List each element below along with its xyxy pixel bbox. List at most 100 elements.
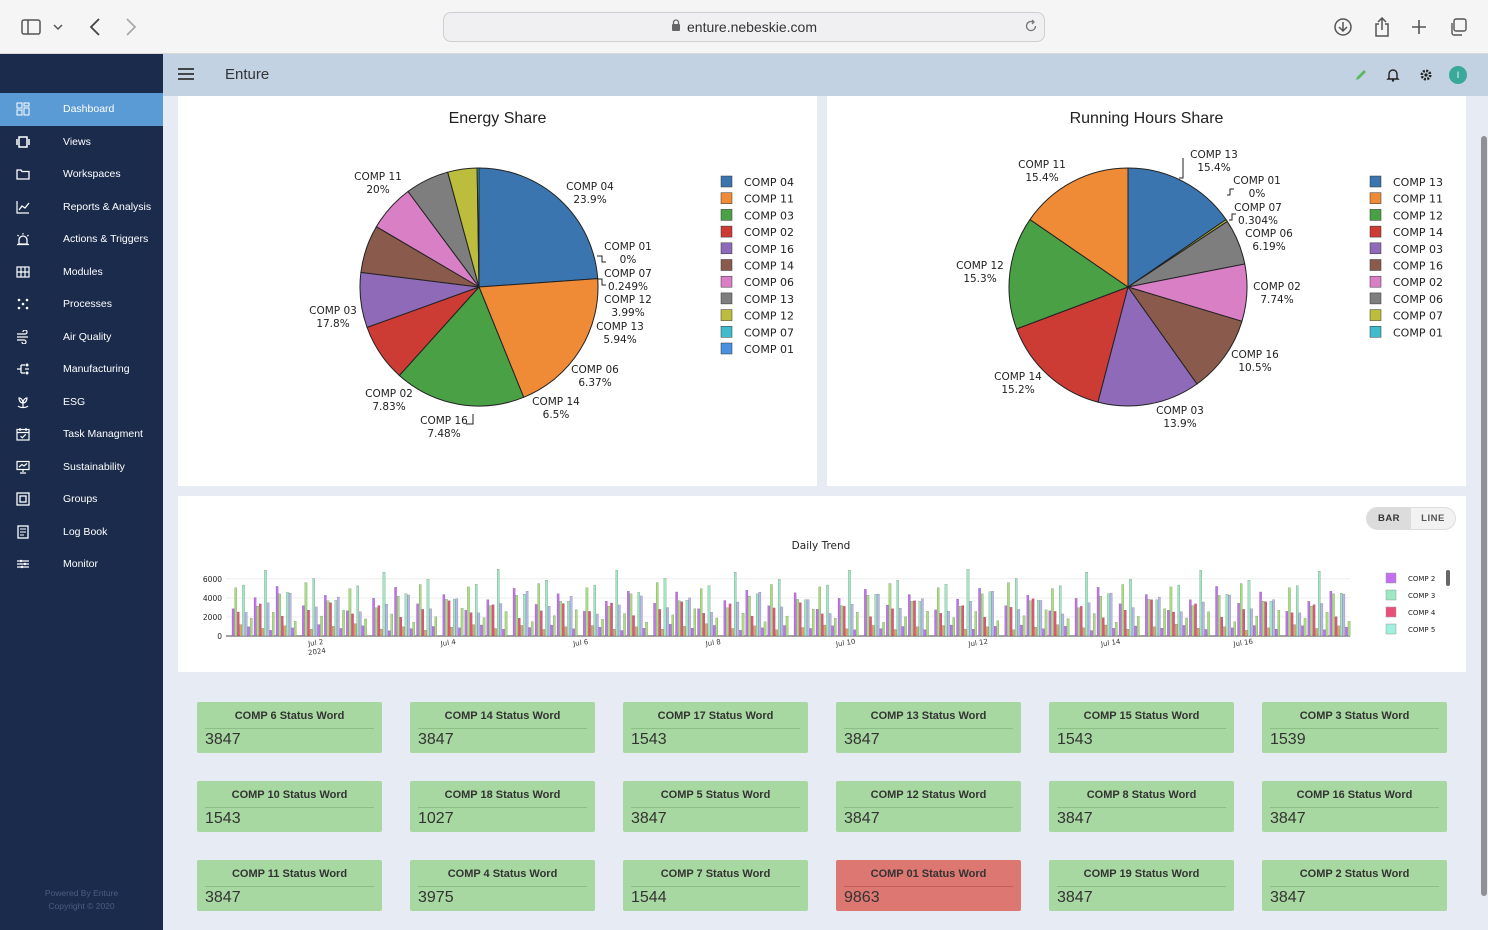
trend-bar[interactable] bbox=[472, 624, 475, 637]
trend-bar[interactable] bbox=[923, 629, 927, 637]
trend-bar[interactable] bbox=[1126, 629, 1130, 637]
trend-bar[interactable] bbox=[309, 629, 313, 637]
trend-bar[interactable] bbox=[550, 624, 553, 637]
trend-bar[interactable] bbox=[770, 584, 773, 637]
trend-bar[interactable] bbox=[1087, 602, 1091, 637]
trend-bar[interactable] bbox=[469, 612, 473, 637]
legend-label[interactable]: COMP 03 bbox=[744, 209, 794, 222]
trend-bar[interactable] bbox=[402, 626, 405, 637]
trend-bar[interactable] bbox=[1189, 599, 1192, 637]
trend-bar[interactable] bbox=[1150, 599, 1153, 637]
trend-bar[interactable] bbox=[1129, 579, 1132, 637]
trend-bar[interactable] bbox=[1104, 624, 1108, 637]
trend-bar[interactable] bbox=[869, 616, 872, 637]
trend-bar[interactable] bbox=[942, 625, 945, 637]
trend-bar[interactable] bbox=[996, 620, 1000, 637]
trend-bar[interactable] bbox=[856, 612, 859, 637]
trend-bar[interactable] bbox=[1029, 600, 1032, 637]
trend-bar[interactable] bbox=[1340, 592, 1343, 637]
trend-bar[interactable] bbox=[615, 570, 618, 637]
trend-bar[interactable] bbox=[1233, 621, 1236, 637]
trend-bar[interactable] bbox=[1217, 595, 1221, 637]
legend-label[interactable]: COMP 07 bbox=[1393, 310, 1443, 323]
trend-bar[interactable] bbox=[291, 627, 294, 637]
trend-bar[interactable] bbox=[1290, 612, 1294, 637]
trend-bar[interactable] bbox=[242, 584, 245, 637]
trend-bar[interactable] bbox=[399, 617, 402, 637]
trend-bar[interactable] bbox=[874, 594, 877, 637]
trend-bar[interactable] bbox=[1061, 613, 1065, 637]
legend-label[interactable]: COMP 14 bbox=[744, 260, 794, 273]
trend-bar[interactable] bbox=[1031, 598, 1035, 637]
user-avatar[interactable]: I bbox=[1449, 66, 1467, 84]
reload-icon[interactable] bbox=[1024, 19, 1038, 36]
trend-bar[interactable] bbox=[605, 601, 608, 637]
trend-bar[interactable] bbox=[882, 622, 885, 637]
legend-label[interactable]: COMP 11 bbox=[1393, 193, 1443, 206]
trend-bar[interactable] bbox=[1182, 625, 1186, 637]
trend-bar[interactable] bbox=[337, 596, 340, 637]
trend-bar[interactable] bbox=[531, 621, 534, 637]
trend-bar[interactable] bbox=[304, 582, 308, 637]
trend-bar[interactable] bbox=[1228, 594, 1231, 637]
trend-bar[interactable] bbox=[432, 626, 435, 637]
trend-bar[interactable] bbox=[272, 612, 275, 637]
trend-bar[interactable] bbox=[656, 582, 659, 637]
trend-bar[interactable] bbox=[669, 623, 672, 637]
trend-bar[interactable] bbox=[980, 593, 984, 637]
trend-bar[interactable] bbox=[956, 598, 959, 637]
trend-bar[interactable] bbox=[1225, 594, 1229, 637]
trend-bar[interactable] bbox=[809, 628, 812, 637]
trend-bar[interactable] bbox=[564, 626, 568, 637]
trend-bar[interactable] bbox=[450, 627, 453, 637]
trend-bar[interactable] bbox=[886, 604, 889, 637]
trend-bar[interactable] bbox=[640, 595, 643, 637]
trend-bar[interactable] bbox=[1077, 607, 1080, 637]
trend-bar[interactable] bbox=[317, 624, 321, 637]
trend-bar[interactable] bbox=[1155, 599, 1158, 637]
trend-bar[interactable] bbox=[818, 586, 821, 637]
trend-bar[interactable] bbox=[1174, 623, 1178, 637]
trend-bar[interactable] bbox=[879, 628, 883, 637]
status-word-card[interactable]: COMP 16 Status Word 3847 bbox=[1262, 781, 1447, 832]
legend-scrollbar[interactable] bbox=[1446, 570, 1450, 586]
trend-bar[interactable] bbox=[1037, 600, 1040, 637]
trend-bar[interactable] bbox=[1051, 588, 1054, 637]
sidebar-item-task-managment[interactable]: Task Managment bbox=[0, 418, 163, 451]
trend-bar[interactable] bbox=[645, 621, 648, 637]
trend-bar[interactable] bbox=[528, 627, 531, 637]
status-word-card[interactable]: COMP 11 Status Word 3847 bbox=[197, 860, 382, 911]
legend-label[interactable]: COMP 5 bbox=[1408, 626, 1435, 634]
trend-bar[interactable] bbox=[767, 605, 771, 637]
trend-bar[interactable] bbox=[748, 595, 751, 637]
trend-bar[interactable] bbox=[250, 618, 253, 637]
trend-bar[interactable] bbox=[896, 580, 899, 637]
trend-bar[interactable] bbox=[266, 602, 270, 637]
trend-bar[interactable] bbox=[910, 601, 914, 637]
trend-bar[interactable] bbox=[237, 611, 240, 637]
trend-bar[interactable] bbox=[1121, 584, 1124, 637]
trend-bar[interactable] bbox=[269, 630, 272, 637]
status-word-card[interactable]: COMP 19 Status Word 3847 bbox=[1049, 860, 1234, 911]
trend-bar[interactable] bbox=[339, 628, 343, 637]
trend-bar[interactable] bbox=[772, 607, 776, 637]
trend-bar[interactable] bbox=[1247, 580, 1251, 637]
trend-bar[interactable] bbox=[971, 629, 975, 637]
status-word-card[interactable]: COMP 14 Status Word 3847 bbox=[410, 702, 595, 753]
trend-bar[interactable] bbox=[351, 613, 354, 637]
trend-bar[interactable] bbox=[315, 606, 318, 637]
pie-slice-comp-03[interactable] bbox=[398, 286, 525, 407]
bell-icon[interactable] bbox=[1384, 66, 1402, 84]
trend-bar[interactable] bbox=[756, 593, 759, 637]
trend-bar[interactable] bbox=[1059, 585, 1062, 637]
trend-bar[interactable] bbox=[275, 586, 279, 637]
trend-bar[interactable] bbox=[1310, 605, 1313, 637]
legend-label[interactable]: COMP 11 bbox=[744, 193, 794, 206]
trend-bar[interactable] bbox=[796, 599, 799, 637]
trend-bar[interactable] bbox=[419, 584, 422, 637]
trend-bar[interactable] bbox=[588, 611, 591, 637]
trend-bar[interactable] bbox=[901, 626, 905, 637]
trend-bar[interactable] bbox=[866, 595, 870, 637]
trend-bar[interactable] bbox=[741, 613, 745, 637]
trend-bar[interactable] bbox=[1320, 603, 1324, 637]
